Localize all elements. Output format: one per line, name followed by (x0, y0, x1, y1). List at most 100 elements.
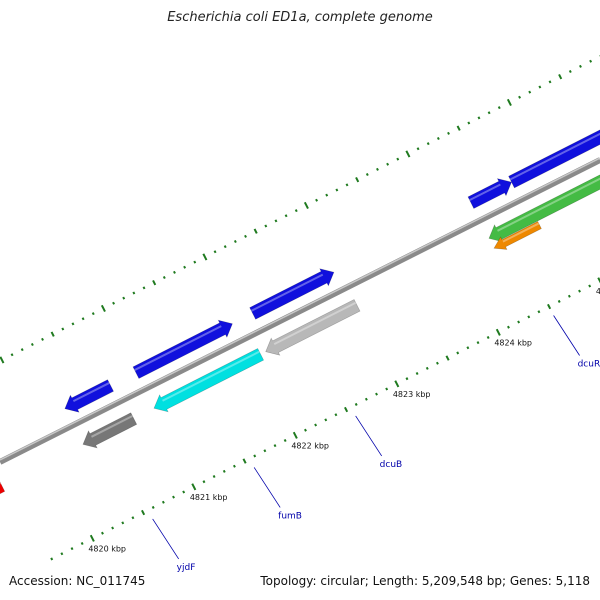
outer-tick (112, 301, 116, 305)
outer-tick (528, 90, 532, 94)
inner-tick (121, 521, 125, 525)
inner-tick (334, 413, 338, 417)
gene-arrow[interactable] (64, 379, 114, 413)
map-title: Escherichia coli ED1a, complete genome (167, 10, 433, 25)
kbp-tick-label: 4820 kbp (88, 544, 126, 553)
inner-tick (507, 325, 510, 329)
outer-tick (284, 214, 288, 218)
inner-tick (161, 500, 165, 504)
gene-arrow[interactable] (493, 221, 542, 250)
inner-tick (394, 380, 400, 388)
outer-tick (506, 98, 512, 107)
outer-tick (142, 286, 146, 290)
inner-tick (567, 294, 571, 298)
outer-tick (335, 188, 339, 192)
outer-tick (355, 177, 360, 183)
gene-arrow[interactable] (249, 268, 335, 320)
outer-tick (274, 219, 278, 223)
outer-tick (30, 342, 34, 347)
inner-tick (50, 557, 54, 561)
gene-arrow[interactable] (265, 299, 361, 356)
inner-tick (324, 418, 328, 422)
outer-tick (396, 157, 400, 161)
outer-tick (477, 116, 481, 120)
outer-tick (487, 111, 491, 115)
outer-tick (456, 125, 461, 131)
inner-tick (101, 531, 104, 535)
inner-tick (151, 505, 155, 509)
inner-tick (263, 449, 267, 453)
kbp-tick-label: 4822 kbp (291, 441, 329, 450)
label-leader-bottom (152, 518, 179, 560)
inner-tick (405, 377, 409, 381)
gene-arrow[interactable] (508, 125, 600, 189)
outer-tick (548, 80, 552, 84)
outer-tick (162, 276, 166, 280)
outer-tick (132, 291, 136, 295)
outer-tick (294, 209, 298, 213)
inner-tick (232, 464, 236, 468)
inner-tick (141, 509, 146, 516)
inner-tick (89, 534, 95, 542)
kbp-tick-label: 4824 kbp (494, 338, 532, 347)
outer-tick (202, 253, 208, 261)
inner-tick (202, 480, 206, 484)
kbp-tick-label: 4823 kbp (393, 390, 431, 399)
inner-tick (527, 315, 531, 319)
gene-label-bottom: dcuR (578, 360, 600, 370)
gene-arrow-shine (72, 382, 110, 403)
outer-tick (579, 64, 582, 68)
outer-tick (173, 270, 176, 274)
outer-tick (589, 59, 593, 63)
inner-tick (415, 372, 419, 376)
inner-tick (435, 361, 439, 365)
outer-tick (447, 131, 450, 135)
outer-tick (233, 239, 237, 244)
gene-arrow[interactable] (82, 412, 138, 449)
inner-tick (314, 423, 318, 427)
inner-tick (456, 351, 460, 355)
inner-tick (495, 328, 501, 336)
inner-tick (80, 541, 84, 546)
outer-tick (122, 296, 126, 300)
outer-tick (10, 353, 14, 357)
outer-tick (264, 224, 268, 228)
outer-tick (71, 322, 75, 326)
label-layer: yjdIyjdJyjdKyjdOyjdFfumBdcuBdcuRdcuSlysU… (152, 315, 600, 573)
gene-arrow-shine (497, 177, 600, 232)
inner-tick (212, 475, 216, 479)
outer-tick (213, 250, 217, 254)
inner-tick (385, 387, 389, 391)
inner-tick (517, 320, 521, 324)
outer-tick (193, 260, 197, 264)
accession-text: Accession: NC_011745 (9, 574, 146, 588)
tick-layer: 4820 kbp 4821 kbp 4822 kbp 4823 kbp 4824 kbp… (0, 55, 600, 561)
gene-arrow[interactable] (132, 319, 233, 379)
gene-arrow-shine (502, 222, 540, 243)
gene-layer[interactable] (0, 0, 600, 515)
outer-tick (91, 312, 95, 316)
gene-arrow[interactable] (467, 178, 512, 209)
outer-tick (244, 234, 247, 238)
gene-arrow-shine (162, 350, 260, 402)
outer-tick (538, 85, 542, 89)
gene-arrow-shine (509, 132, 600, 181)
gene-label-bottom: dcuB (380, 460, 403, 470)
label-leader-bottom (253, 467, 281, 508)
gene-arrow[interactable] (153, 348, 265, 413)
gene-arrow-shine (273, 301, 357, 345)
outer-tick (183, 265, 187, 269)
outer-tick (376, 167, 379, 171)
gene-label-bottom: fumB (278, 511, 302, 521)
gene-arrow[interactable] (0, 480, 6, 515)
outer-tick (315, 198, 319, 202)
outer-tick (100, 304, 106, 313)
outer-tick (518, 95, 522, 99)
outer-tick (20, 348, 24, 352)
inner-tick (60, 552, 64, 556)
gene-arrow-shine (250, 273, 324, 312)
gene-arrow-shine (469, 183, 501, 201)
inner-tick (304, 428, 307, 432)
outer-tick (325, 193, 329, 197)
